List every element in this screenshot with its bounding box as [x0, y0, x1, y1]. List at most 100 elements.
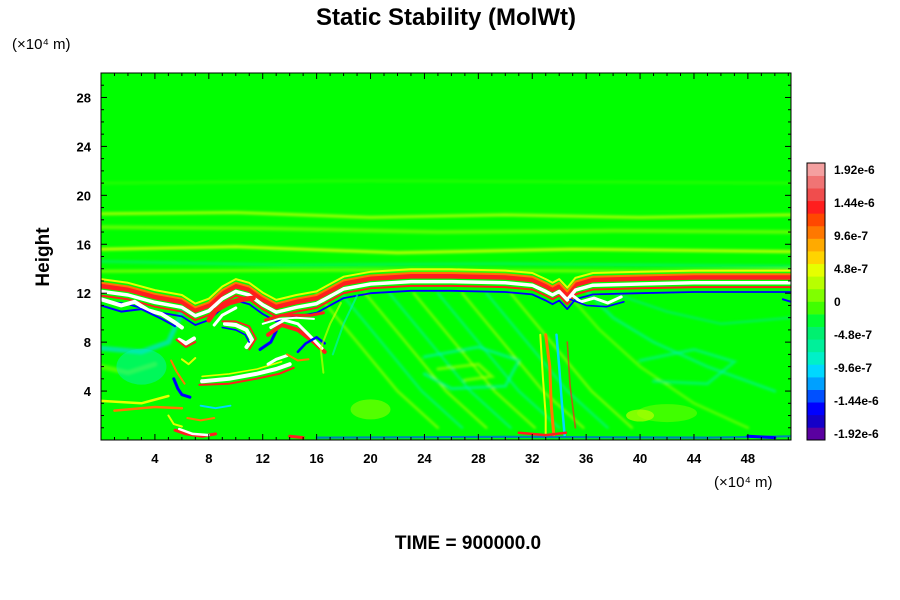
blue-filament — [199, 404, 232, 410]
yellow-filament — [167, 414, 183, 428]
red-filament — [221, 320, 257, 351]
field-band — [101, 245, 791, 255]
field-band — [101, 259, 791, 268]
red-filament — [170, 359, 186, 385]
field-patch — [116, 348, 167, 385]
field-band — [315, 292, 439, 429]
x-tick-label: 40 — [633, 451, 647, 466]
colorbar-label: 0 — [834, 295, 841, 309]
field-band — [422, 345, 521, 391]
colorbar-swatch — [807, 339, 825, 353]
white-filament — [261, 316, 315, 325]
surface-layer — [746, 434, 777, 440]
surface-layer — [101, 394, 170, 405]
colorbar-swatch — [807, 414, 825, 428]
white-filament — [269, 318, 324, 350]
vertical-front — [539, 333, 547, 437]
blue-filament — [781, 298, 791, 303]
y-axis-unit: (×10⁴ m) — [12, 36, 71, 53]
x-tick-label: 48 — [741, 451, 755, 466]
white-filament — [223, 321, 254, 349]
field-band — [436, 362, 496, 382]
colorbar-swatch — [807, 389, 825, 403]
field-band — [364, 292, 488, 429]
field-band — [436, 292, 561, 429]
x-axis: 4 8 12 16 20 24 28 32 36 40 44 48 — [113, 73, 789, 466]
colorbar-swatch — [807, 314, 825, 327]
colorbar-label: -4.8e-7 — [834, 328, 872, 342]
x-tick-label: 16 — [309, 451, 323, 466]
field-patch — [350, 399, 391, 420]
colorbar-swatch — [807, 188, 825, 202]
red-filament — [206, 295, 256, 323]
vertical-front — [555, 333, 566, 437]
colorbar-swatch — [807, 402, 825, 416]
inversion-layer — [101, 284, 791, 322]
colorbar-swatch — [807, 175, 825, 189]
plot-area — [100, 72, 792, 441]
y-tick-label: 16 — [77, 237, 91, 252]
time-label: TIME = 900000.0 — [395, 533, 541, 554]
field-band — [101, 361, 158, 376]
colorbar-swatch — [807, 427, 825, 441]
vertical-front — [566, 341, 577, 429]
yellow-filament — [180, 357, 197, 366]
vertical-front — [544, 333, 556, 437]
x-tick-label: 4 — [151, 451, 159, 466]
red-filament — [263, 311, 325, 322]
colorbar-label: 1.92e-6 — [834, 163, 875, 177]
stability-field — [101, 179, 791, 440]
red-filament — [286, 353, 310, 362]
inversion-layer — [101, 279, 791, 318]
red-filament — [175, 338, 197, 348]
white-filament — [200, 362, 292, 384]
colorbar-label: -9.6e-7 — [834, 361, 872, 375]
x-tick-label: 36 — [579, 451, 593, 466]
field-band — [509, 292, 634, 429]
blue-filament — [258, 329, 278, 351]
blue-filament — [296, 335, 326, 354]
field-band — [485, 292, 609, 429]
surface-layer — [113, 405, 184, 412]
red-filament — [198, 366, 295, 386]
yellow-filament — [201, 360, 283, 378]
cyan-filament — [331, 294, 359, 356]
white-filament — [571, 294, 623, 305]
white-filament — [177, 336, 196, 346]
colorbar-swatch — [807, 276, 825, 290]
y-tick-label: 12 — [77, 286, 91, 301]
x-tick-label: 24 — [417, 451, 432, 466]
field-band — [101, 210, 791, 219]
white-filament — [212, 306, 238, 327]
background-texture — [101, 179, 791, 430]
y-tick-label: 28 — [77, 90, 91, 105]
y-tick-label: 4 — [84, 384, 92, 399]
inversion-layer — [101, 268, 791, 305]
x-tick-label: 12 — [255, 451, 269, 466]
x-axis-unit: (×10⁴ m) — [714, 474, 773, 491]
y-axis: 4 8 12 16 20 24 28 — [77, 84, 791, 429]
surface-layer — [288, 434, 305, 440]
field-band — [638, 347, 738, 386]
field-band — [612, 292, 791, 325]
field-patch — [626, 409, 655, 422]
colorbar-frame — [806, 162, 826, 441]
colorbar-label: 9.6e-7 — [834, 229, 868, 243]
x-tick-label: 32 — [525, 451, 539, 466]
blue-filament — [101, 304, 177, 328]
field-band — [571, 298, 750, 430]
colorbar-swatch — [807, 213, 825, 227]
colorbar-swatch — [807, 351, 825, 365]
colorbar: 1.92e-6 1.44e-6 9.6e-7 4.8e-7 0 -4.8e-7 -9.6e-… — [806, 162, 879, 441]
inversion-layer — [101, 272, 791, 309]
x-tick-label: 44 — [687, 451, 702, 466]
colorbar-swatch — [807, 364, 825, 378]
colorbar-swatch — [807, 225, 825, 239]
field-band — [339, 292, 464, 429]
y-tick-label: 20 — [77, 188, 91, 203]
field-band — [584, 289, 777, 393]
x-tick-label: 28 — [471, 451, 485, 466]
colorbar-swatch — [807, 377, 825, 390]
red-filament — [186, 417, 216, 422]
